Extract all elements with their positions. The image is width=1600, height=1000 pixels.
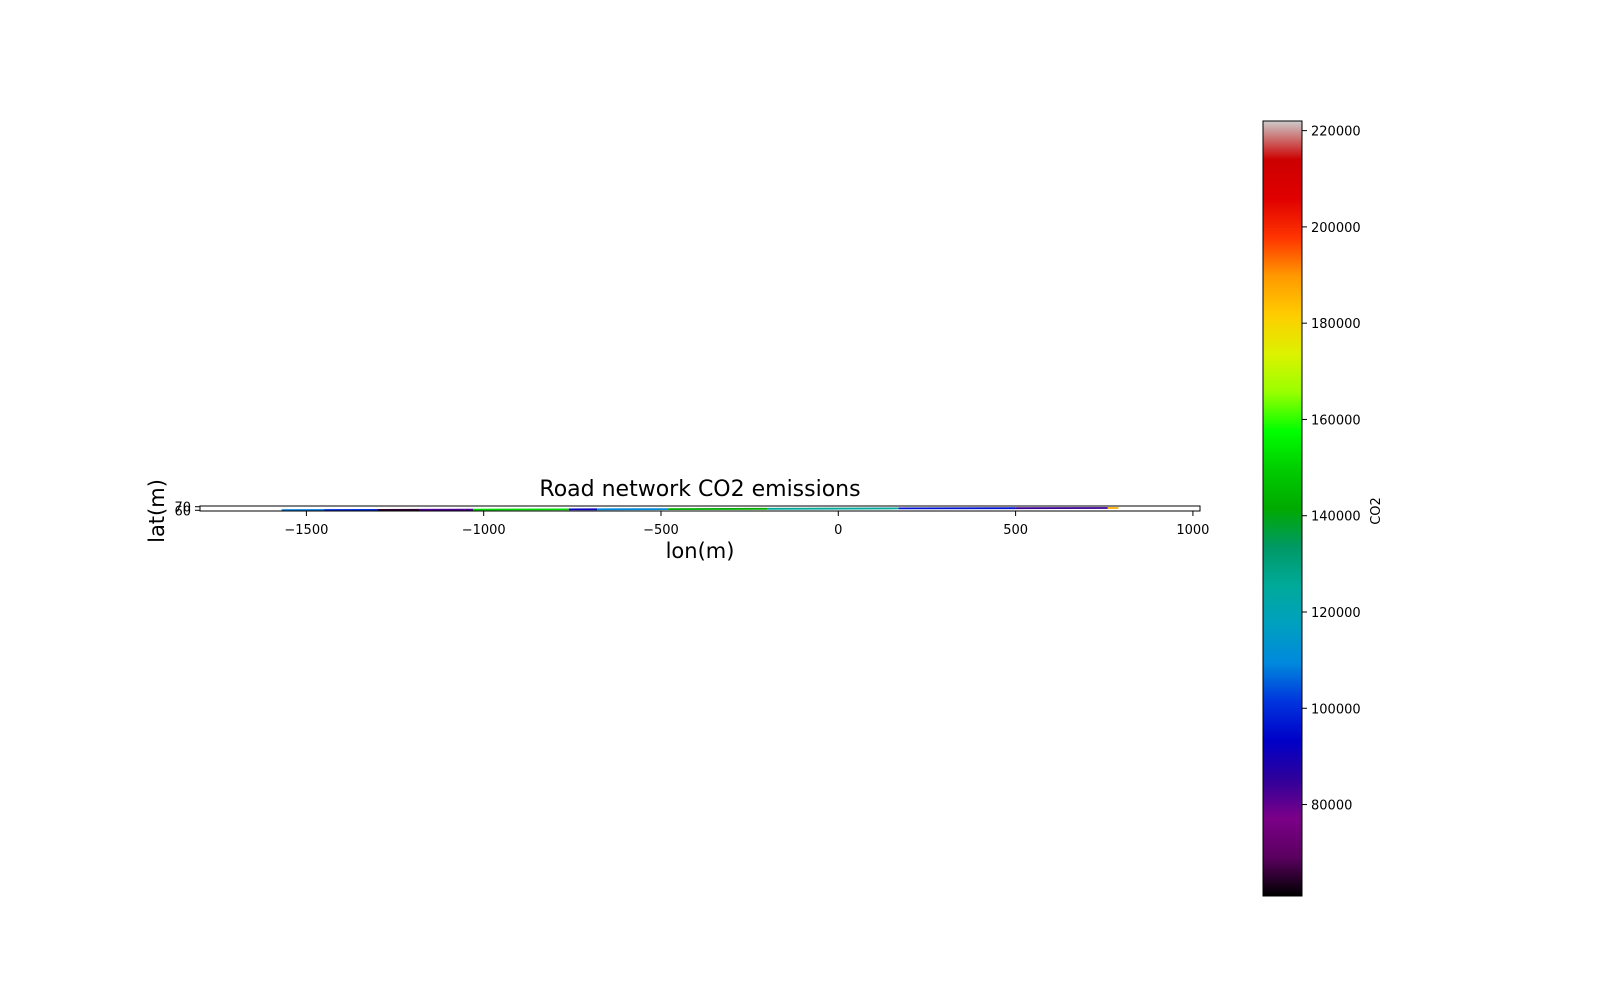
y-tick-label: 70 <box>174 501 191 516</box>
x-axis-label: lon(m) <box>666 539 735 563</box>
colorbar-tick-label: 160000 <box>1311 413 1361 428</box>
colorbar: 80000 100000 120000 140000 160000 180000 20000… <box>1262 120 1384 897</box>
road-segments <box>281 507 1119 512</box>
plot-frame <box>199 505 1201 512</box>
x-tick-label: 500 <box>1003 523 1028 538</box>
colorbar-tick-label: 100000 <box>1311 702 1361 717</box>
colorbar-tick-label: 200000 <box>1311 221 1361 236</box>
colorbar-gradient <box>1262 120 1303 897</box>
y-tick-label: 60 <box>174 504 191 519</box>
colorbar-tick-label: 180000 <box>1311 317 1361 332</box>
colorbar-tick-label: 80000 <box>1311 799 1352 814</box>
colorbar-tick-label: 120000 <box>1311 606 1361 621</box>
colorbar-tick-label: 140000 <box>1311 510 1361 525</box>
colorbar-tick-label: 220000 <box>1311 125 1361 140</box>
x-tick-label: −1000 <box>462 523 506 538</box>
x-tick-label: 1000 <box>1176 523 1209 538</box>
colorbar-label: CO2 <box>1369 497 1384 525</box>
x-tick-label: −1500 <box>284 523 328 538</box>
y-axis-label: lat(m) <box>145 479 169 543</box>
x-tick-label: −500 <box>643 523 679 538</box>
plot-axes: Road network CO2 emissions −1500 −1000 −50… <box>145 477 1209 563</box>
x-tick-label: 0 <box>834 523 842 538</box>
x-axis-ticks: −1500 −1000 −500 0 500 1000 <box>284 511 1209 538</box>
chart-title: Road network CO2 emissions <box>539 477 860 502</box>
colorbar-ticks: 80000 100000 120000 140000 160000 180000 20000… <box>1302 125 1361 814</box>
